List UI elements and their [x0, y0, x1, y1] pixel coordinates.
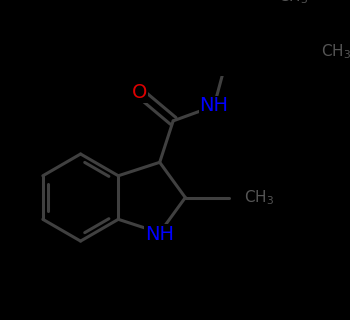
Text: CH$_3$: CH$_3$ — [278, 0, 308, 6]
Text: CH$_3$: CH$_3$ — [321, 43, 350, 61]
Text: O: O — [132, 84, 147, 102]
Text: CH$_3$: CH$_3$ — [244, 188, 274, 207]
Text: NH: NH — [145, 226, 174, 244]
Text: NH: NH — [199, 97, 229, 116]
